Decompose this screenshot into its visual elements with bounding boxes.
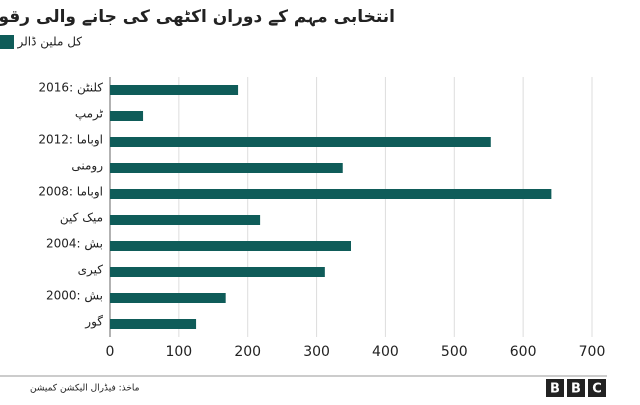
logo-letter: B bbox=[550, 382, 560, 397]
y-tick-label: 2008: اوباما bbox=[38, 185, 103, 200]
y-tick-label: میک کین bbox=[60, 211, 103, 226]
logo-box bbox=[546, 379, 564, 397]
bar bbox=[110, 189, 552, 199]
y-tick-label: گور bbox=[84, 315, 103, 330]
bar bbox=[110, 85, 239, 95]
bar bbox=[110, 267, 325, 277]
x-tick-label: 400 bbox=[372, 344, 399, 360]
legend-swatch bbox=[0, 35, 14, 49]
y-tick-label: رومنی bbox=[71, 159, 103, 174]
bar bbox=[110, 137, 491, 147]
bar bbox=[110, 163, 343, 173]
x-tick-label: 300 bbox=[303, 344, 330, 360]
x-tick-label: 200 bbox=[234, 344, 261, 360]
source: ماخذ: فیڈرال الیکشن کمیشن bbox=[30, 384, 140, 394]
bar bbox=[110, 241, 351, 251]
y-tick-label: 2004: بش bbox=[46, 237, 103, 252]
x-tick-label: 500 bbox=[441, 344, 468, 360]
x-tick-label: 600 bbox=[510, 344, 537, 360]
bar bbox=[110, 319, 197, 329]
logo-box bbox=[588, 379, 606, 397]
bar bbox=[110, 111, 144, 121]
logo-letter: C bbox=[592, 382, 602, 397]
x-tick-label: 700 bbox=[579, 344, 606, 360]
x-tick-label: 0 bbox=[106, 344, 115, 360]
bar bbox=[110, 293, 226, 303]
bar bbox=[110, 215, 261, 225]
logo-letter: B bbox=[571, 382, 581, 397]
chart-title: انتخابی مہم کے دوران اکٹھی کی جانے والی … bbox=[0, 7, 395, 27]
y-tick-label: 2000: بش bbox=[46, 289, 103, 304]
logo-box bbox=[567, 379, 585, 397]
y-tick-label: 2016: کلنٹن bbox=[39, 81, 104, 96]
y-tick-label: کیری bbox=[78, 263, 104, 278]
y-tick-label: ٹرمپ bbox=[75, 107, 104, 122]
legend-label: کل ملین ڈالر bbox=[16, 35, 82, 50]
x-tick-label: 100 bbox=[165, 344, 192, 360]
y-tick-label: 2012: اوباما bbox=[38, 133, 103, 148]
